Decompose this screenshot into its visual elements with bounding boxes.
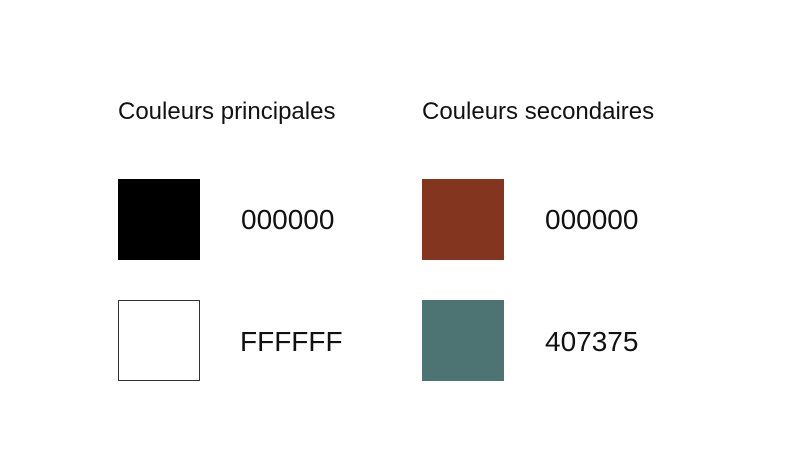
primary-colors-heading: Couleurs principales bbox=[118, 98, 336, 125]
color-swatch-rust bbox=[422, 179, 504, 260]
color-code-teal: 407375 bbox=[545, 326, 639, 357]
color-swatch-white bbox=[118, 300, 200, 381]
color-code-rust: 000000 bbox=[545, 204, 639, 235]
color-code-white: FFFFFF bbox=[240, 326, 343, 357]
color-code-black: 000000 bbox=[241, 204, 335, 235]
color-swatch-teal bbox=[422, 300, 504, 381]
color-swatch-black bbox=[118, 179, 200, 260]
secondary-colors-heading: Couleurs secondaires bbox=[422, 98, 655, 125]
